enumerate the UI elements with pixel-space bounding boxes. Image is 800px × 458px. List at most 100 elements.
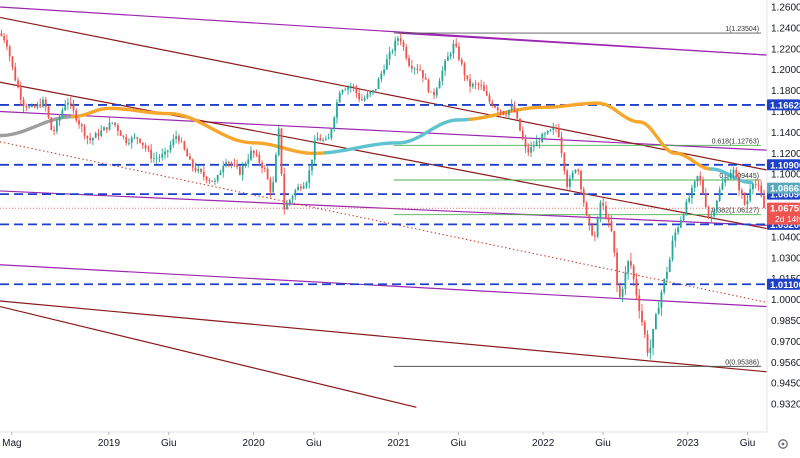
candle-body	[397, 38, 399, 41]
candle-body	[646, 334, 649, 353]
candle-body	[69, 102, 72, 104]
level-price-tag[interactable]	[767, 278, 800, 290]
candle-body	[19, 87, 22, 100]
fibonacci-level-label: 0.382(1.06127)	[712, 208, 759, 215]
candle-body	[582, 189, 585, 203]
price-tag[interactable]	[767, 202, 800, 225]
candle-body	[510, 105, 513, 110]
moving-average-segment[interactable]	[324, 117, 472, 155]
candle-body	[682, 214, 685, 221]
candle-body	[47, 106, 50, 118]
candle-body	[311, 159, 313, 171]
moving-average-segment[interactable]	[637, 120, 713, 171]
candle-body	[322, 139, 324, 141]
candle-body	[391, 50, 394, 52]
candle-body	[269, 179, 272, 192]
candle-body	[430, 91, 433, 93]
candle-body	[169, 144, 172, 151]
level-price-tag[interactable]	[767, 159, 800, 171]
candle-body	[302, 186, 305, 189]
trendline[interactable]	[398, 32, 768, 56]
trendline[interactable]	[0, 81, 768, 230]
gear-icon[interactable]	[778, 439, 788, 449]
candle-body	[191, 159, 194, 168]
candle-body	[147, 148, 150, 150]
candle-body	[336, 102, 338, 118]
time-axis-tick-label: Giu	[595, 438, 611, 449]
candle-body	[44, 99, 47, 107]
candle-body	[441, 70, 444, 82]
candle-body	[469, 79, 471, 87]
moving-average-segment[interactable]	[468, 101, 642, 124]
candle-body	[460, 59, 463, 64]
candle-body	[214, 180, 216, 182]
candle-body	[255, 153, 258, 155]
trendline[interactable]	[0, 110, 768, 151]
candle-body	[743, 193, 746, 205]
time-axis-tick-label: Giu	[306, 438, 322, 449]
candle-body	[58, 116, 61, 121]
candle-body	[641, 310, 643, 323]
price-tags-layer: 1.16628 1.10900 1.08090 1.05200 1.01100 1.086…	[767, 99, 800, 291]
candle-body	[111, 122, 114, 124]
candle-body	[521, 130, 524, 140]
candle-body	[380, 73, 383, 80]
candle-body	[341, 90, 344, 93]
trendline[interactable]	[0, 300, 768, 373]
candle-body	[136, 137, 139, 139]
trendline[interactable]	[0, 190, 768, 227]
candle-body	[347, 87, 349, 90]
candle-body	[72, 103, 75, 111]
candle-body	[372, 90, 374, 93]
candle-body	[566, 170, 569, 187]
candle-body	[519, 118, 521, 131]
candle-body	[438, 81, 441, 89]
candle-body	[133, 137, 136, 139]
candle-body	[657, 307, 660, 315]
candle-body	[649, 347, 652, 353]
price-axis-tick-label: 1.10000	[771, 170, 800, 181]
candle-body	[666, 271, 668, 279]
price-axis-tick-label: 1.03000	[771, 253, 800, 264]
candle-body	[760, 185, 763, 197]
moving-average-segment[interactable]	[70, 106, 256, 145]
time-axis-tick-label: Giu	[451, 438, 467, 449]
candle-body	[183, 141, 186, 150]
level-price-tag[interactable]	[767, 99, 800, 111]
candle-body	[238, 166, 241, 175]
moving-average-segment[interactable]	[251, 141, 328, 155]
candle-body	[11, 56, 14, 68]
candle-body	[227, 162, 230, 164]
candle-body	[574, 169, 577, 173]
candle-body	[596, 217, 599, 237]
candle-body	[413, 68, 416, 70]
candle-body	[236, 164, 239, 167]
candle-body	[261, 162, 263, 169]
candle-body	[707, 206, 710, 218]
candle-body	[605, 205, 607, 219]
candle-body	[22, 99, 25, 107]
candle-body	[291, 196, 294, 200]
candle-body	[352, 86, 355, 87]
time-axis[interactable]: Mag 2019 Giu 2020 Giu 2021 Giu 2022 Giu 2023 Giu	[2, 432, 755, 449]
candle-body	[654, 314, 657, 330]
candle-body	[610, 221, 613, 232]
trendline[interactable]	[0, 16, 768, 171]
candle-body	[696, 176, 699, 182]
candle-body	[580, 171, 582, 190]
candle-body	[294, 190, 297, 197]
candle-body	[471, 83, 474, 87]
candle-body	[710, 216, 713, 218]
candle-body	[252, 150, 255, 154]
candle-body	[164, 151, 166, 155]
trendline[interactable]	[0, 305, 417, 408]
time-axis-tick-label: 2022	[532, 438, 555, 449]
price-tag[interactable]	[767, 182, 800, 194]
candle-body	[272, 182, 275, 192]
dotted-trendline[interactable]	[0, 141, 768, 303]
candle-body	[53, 130, 55, 132]
candle-body	[28, 106, 31, 108]
